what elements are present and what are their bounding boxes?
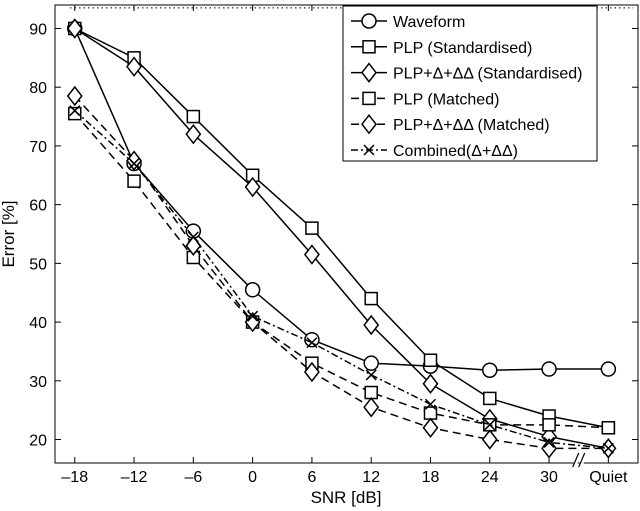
legend-label: Combined(Δ+ΔΔ) bbox=[393, 143, 518, 160]
legend-label: PLP (Standardised) bbox=[393, 40, 532, 57]
data-point bbox=[126, 150, 143, 171]
data-point bbox=[244, 176, 261, 198]
data-point bbox=[543, 436, 555, 448]
axis-break-marker bbox=[572, 452, 586, 468]
series-line bbox=[74, 28, 609, 371]
data-point bbox=[541, 361, 557, 377]
legend-entry-1: Waveform bbox=[351, 13, 465, 31]
data-point bbox=[128, 158, 140, 170]
y-tick-label: 70 bbox=[29, 139, 47, 156]
y-axis-title: Error [%] bbox=[0, 200, 18, 267]
data-point bbox=[66, 18, 83, 39]
x-tick-label: 18 bbox=[422, 469, 440, 486]
data-point bbox=[601, 421, 616, 435]
data-point bbox=[187, 231, 199, 243]
series-line bbox=[74, 113, 609, 429]
x-tick-label: 6 bbox=[307, 469, 316, 486]
data-point bbox=[363, 314, 380, 336]
legend-label: PLP+Δ+ΔΔ (Matched) bbox=[393, 117, 550, 134]
data-point bbox=[126, 56, 143, 77]
data-point bbox=[247, 310, 259, 322]
data-point bbox=[186, 109, 201, 124]
data-point bbox=[600, 361, 617, 377]
legend: Waveform PLP (Standardised) PLP+Δ+ΔΔ (Stan… bbox=[342, 5, 598, 162]
legend-marker bbox=[361, 113, 377, 135]
legend-marker bbox=[362, 40, 376, 54]
legend-label: Waveform bbox=[393, 14, 465, 31]
x-tick-label: 12 bbox=[362, 469, 380, 486]
y-tick-label: 50 bbox=[29, 256, 47, 273]
data-point bbox=[363, 396, 380, 418]
legend-entry-2: PLP (Standardised) bbox=[351, 40, 532, 57]
legend-entry-4: PLP (Matched) bbox=[351, 91, 499, 108]
legend-entry-6: Combined(Δ+ΔΔ) bbox=[351, 143, 518, 160]
data-point bbox=[602, 442, 614, 454]
series-6 bbox=[69, 105, 614, 454]
data-point bbox=[365, 369, 377, 381]
legend-marker bbox=[363, 144, 375, 156]
data-point bbox=[481, 429, 498, 450]
legend-entry-3: PLP+Δ+ΔΔ (Standardised) bbox=[351, 62, 583, 83]
data-point bbox=[423, 353, 438, 367]
data-point bbox=[542, 418, 556, 432]
data-point bbox=[68, 106, 82, 121]
series-line bbox=[74, 110, 609, 450]
data-point bbox=[364, 385, 378, 400]
data-point bbox=[185, 123, 202, 145]
y-tick-label: 20 bbox=[29, 433, 47, 450]
legend-marker bbox=[362, 91, 376, 106]
data-point bbox=[483, 391, 497, 406]
y-tick-label: 40 bbox=[29, 315, 47, 332]
x-tick-label: 24 bbox=[481, 469, 499, 486]
y-tick-label: 30 bbox=[29, 374, 47, 391]
data-point bbox=[66, 85, 83, 107]
data-point bbox=[422, 417, 439, 438]
y-tick-label: 90 bbox=[29, 21, 47, 38]
data-point bbox=[422, 373, 439, 394]
x-tick-label: 0 bbox=[248, 469, 257, 486]
axes-layer bbox=[54, 4, 639, 464]
data-point bbox=[306, 337, 318, 349]
x-tick-label: –6 bbox=[184, 469, 202, 486]
data-point bbox=[303, 361, 320, 383]
data-point bbox=[244, 282, 261, 298]
legend-marker bbox=[361, 13, 377, 29]
data-point bbox=[484, 419, 496, 431]
data-point bbox=[305, 221, 319, 235]
series-line bbox=[74, 95, 609, 450]
axis-break-stroke bbox=[572, 452, 580, 468]
data-point bbox=[364, 291, 378, 306]
x-tick-label: 30 bbox=[540, 469, 558, 486]
legend-label: PLP (Matched) bbox=[393, 91, 499, 108]
legend-marker bbox=[361, 62, 377, 83]
data-point bbox=[424, 398, 437, 410]
y-tick-label: 80 bbox=[29, 80, 47, 97]
data-point bbox=[303, 244, 320, 265]
series-line bbox=[74, 27, 609, 429]
data-point bbox=[482, 362, 498, 378]
x-tick-label: Quiet bbox=[589, 469, 628, 486]
legend-entry-5: PLP+Δ+ΔΔ (Matched) bbox=[351, 113, 550, 135]
legend-box bbox=[342, 5, 598, 162]
plot-frame bbox=[54, 4, 639, 464]
axis-break-stroke bbox=[578, 452, 586, 468]
x-axis-title: SNR [dB] bbox=[311, 488, 382, 507]
legend-label: PLP+Δ+ΔΔ (Standardised) bbox=[393, 66, 583, 83]
data-point bbox=[69, 105, 81, 117]
series-layer bbox=[66, 18, 617, 459]
x-tick-label: –18 bbox=[61, 469, 88, 486]
series-3 bbox=[66, 18, 617, 459]
y-tick-label: 60 bbox=[29, 198, 47, 215]
x-tick-label: –12 bbox=[121, 469, 148, 486]
ticks-layer: –18 –12 –6 0 6 12 18 24 30 Quiet 20 30 40 50 60 70 80 90 bbox=[29, 5, 638, 486]
data-point bbox=[363, 355, 379, 371]
series-line bbox=[74, 27, 609, 450]
data-point bbox=[127, 174, 141, 188]
